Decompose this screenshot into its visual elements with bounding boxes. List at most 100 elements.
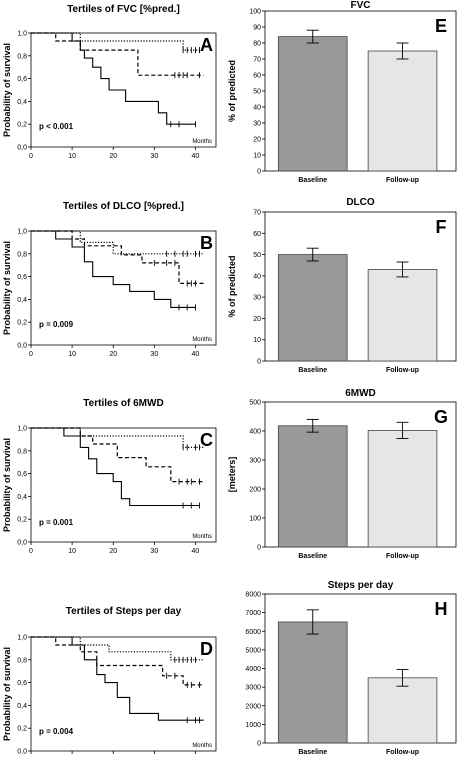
y-axis-label: Probability of survival (2, 241, 12, 335)
y-tick-label: 500 (249, 400, 261, 407)
x-tick-label: 10 (68, 153, 76, 160)
y-tick-label: 2000 (245, 703, 261, 710)
survival-curve-solid (31, 427, 200, 507)
y-tick-label: 0,4 (17, 494, 27, 501)
x-tick-label: 10 (68, 351, 76, 358)
survival-curve-dotted (31, 636, 204, 661)
y-tick-label: 0,4 (17, 99, 27, 106)
y-tick-label: 0,2 (17, 726, 27, 733)
y-tick-label: 0 (257, 545, 261, 552)
x-axis-label: Months (192, 743, 212, 749)
y-tick-label: 1,0 (17, 31, 27, 38)
panel-A: Tertiles of FVC [%pred.] Probability of s… (2, 4, 217, 160)
y-tick-label: 0,0 (17, 145, 27, 152)
y-tick-label: 7000 (245, 610, 261, 617)
chart-title: FVC (351, 0, 371, 11)
chart-title: DLCO (346, 197, 375, 208)
survival-curve-dotted (31, 230, 204, 255)
plot-frame (30, 32, 217, 148)
bar-baseline (277, 36, 348, 172)
x-tick-label: 20 (109, 153, 117, 160)
y-tick-label: 50 (253, 252, 261, 259)
x-category-label: Follow-up (386, 177, 419, 184)
p-value-annotation: p = 0.001 (39, 518, 74, 527)
panel-letter-background (430, 405, 452, 427)
survival-curve-dashed (31, 427, 204, 483)
panel-letter-background (430, 597, 452, 619)
y-tick-label: 0,8 (17, 448, 27, 455)
x-category-label: Baseline (298, 553, 327, 560)
panel-letter: A (200, 35, 213, 55)
x-category-label: Baseline (298, 367, 327, 374)
y-tick-label: 300 (249, 458, 261, 465)
y-tick-label: 0,6 (17, 680, 27, 687)
y-tick-label: 8000 (245, 592, 261, 599)
bar-follow-up (367, 50, 438, 172)
panel-C: Tertiles of 6MWD Probability of survival 0… (2, 398, 217, 555)
x-category-label: Follow-up (386, 367, 419, 374)
y-tick-label: 0,6 (17, 76, 27, 83)
survival-curve-dashed (31, 32, 204, 76)
y-tick-label: 200 (249, 487, 261, 494)
y-tick-label: 10 (253, 337, 261, 344)
y-axis-label: % of predicted (227, 255, 237, 317)
y-tick-label: 0 (257, 169, 261, 176)
y-axis-label: Probability of survival (2, 647, 12, 741)
y-tick-label: 400 (249, 429, 261, 436)
y-tick-label: 0,2 (17, 122, 27, 129)
x-category-label: Baseline (298, 177, 327, 184)
y-tick-label: 0,0 (17, 749, 27, 756)
y-tick-label: 90 (253, 25, 261, 32)
x-tick-label: 20 (109, 351, 117, 358)
y-tick-label: 3000 (245, 685, 261, 692)
survival-curve-dotted (31, 427, 204, 448)
bar-follow-up (367, 677, 438, 744)
panel-F: DLCO % of predicted 0 10 20 30 40 50 60 70 Baselin… (227, 197, 457, 374)
plot-frame (264, 211, 457, 362)
panel-letter: C (200, 430, 213, 450)
panel-letter: D (200, 639, 213, 659)
chart-title: Steps per day (328, 580, 394, 591)
y-tick-label: 0,0 (17, 343, 27, 350)
chart-title: Tertiles of Steps per day (66, 606, 182, 617)
x-tick-label: 30 (150, 351, 158, 358)
chart-title: 6MWD (345, 388, 376, 399)
panel-E: FVC % of predicted 0 10 20 30 40 50 60 70 80 90 100 B… (227, 0, 457, 184)
y-tick-label: 1,0 (17, 635, 27, 642)
plot-frame (30, 427, 217, 543)
panel-letter: G (434, 407, 448, 427)
x-tick-label: 40 (192, 153, 200, 160)
plot-frame (30, 636, 217, 752)
y-tick-label: 0,8 (17, 53, 27, 60)
survival-curve-dashed (31, 230, 204, 284)
y-tick-label: 30 (253, 295, 261, 302)
y-tick-label: 4000 (245, 666, 261, 673)
y-tick-label: 40 (253, 105, 261, 112)
y-tick-label: 1000 (245, 722, 261, 729)
y-tick-label: 70 (253, 210, 261, 217)
y-tick-label: 100 (249, 9, 261, 16)
panel-letter-background (430, 14, 452, 36)
y-tick-label: 6000 (245, 629, 261, 636)
y-tick-label: 0,8 (17, 251, 27, 258)
x-axis-label: Months (192, 337, 212, 343)
x-tick-label: 10 (68, 548, 76, 555)
y-tick-label: 100 (249, 516, 261, 523)
x-tick-label: 0 (29, 153, 33, 160)
y-tick-label: 40 (253, 273, 261, 280)
chart-title: Tertiles of 6MWD (83, 398, 163, 409)
y-tick-label: 20 (253, 316, 261, 323)
y-tick-label: 50 (253, 89, 261, 96)
bar-follow-up (367, 269, 438, 362)
x-tick-label: 40 (192, 351, 200, 358)
x-axis-label: Months (192, 534, 212, 540)
x-category-label: Follow-up (386, 553, 419, 560)
bar-baseline (277, 621, 348, 744)
y-axis-label: Probability of survival (2, 43, 12, 137)
y-tick-label: 30 (253, 121, 261, 128)
y-tick-label: 0,8 (17, 657, 27, 664)
p-value-annotation: p = 0.009 (39, 320, 74, 329)
panel-letter: B (200, 233, 213, 253)
y-tick-label: 0,6 (17, 274, 27, 281)
y-axis-label: Probability of survival (2, 438, 12, 532)
